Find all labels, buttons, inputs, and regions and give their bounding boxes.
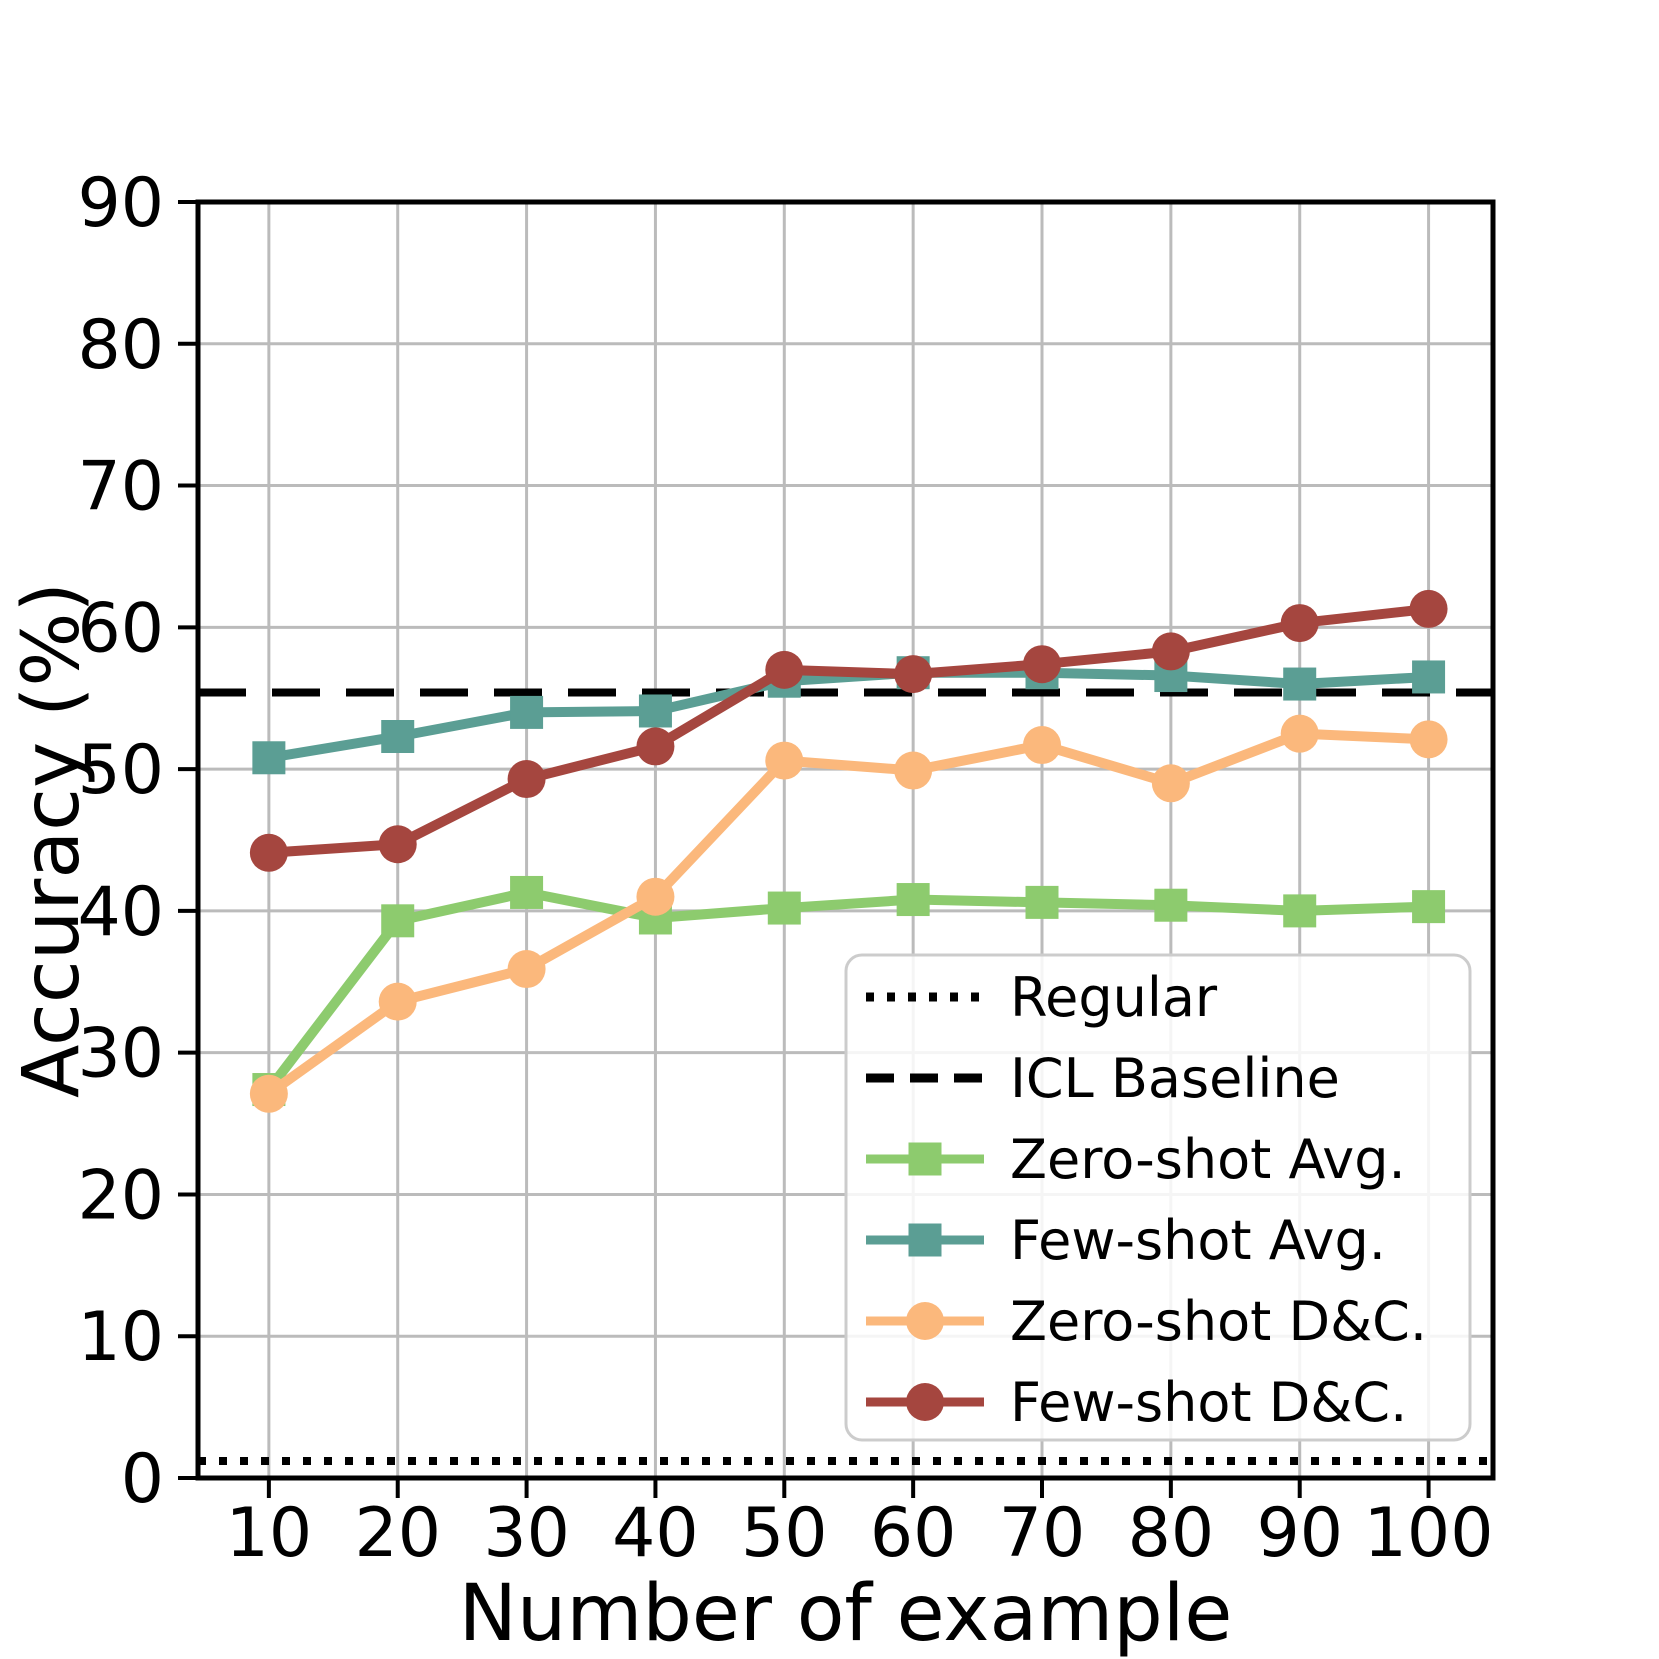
marker-zero-shot-d-c-60	[894, 751, 933, 790]
legend-marker-zero-shot-avg	[908, 1142, 942, 1176]
legend-marker-zero-shot-d-c	[906, 1302, 944, 1340]
marker-few-shot-d-c-50	[765, 650, 804, 689]
marker-zero-shot-avg-80	[1154, 888, 1188, 922]
x-tick-label-70: 70	[999, 1494, 1086, 1573]
marker-zero-shot-d-c-20	[378, 982, 417, 1021]
marker-few-shot-avg-30	[510, 695, 544, 729]
marker-few-shot-d-c-20	[378, 825, 417, 864]
series-few-shot-d-c	[249, 589, 1448, 872]
marker-zero-shot-d-c-50	[765, 741, 804, 780]
marker-few-shot-avg-100	[1412, 660, 1446, 694]
marker-few-shot-d-c-90	[1280, 604, 1319, 643]
x-tick-label-100: 100	[1364, 1494, 1494, 1573]
y-tick-label-0: 0	[121, 1440, 164, 1519]
y-tick-label-70: 70	[77, 448, 164, 527]
x-tick-label-10: 10	[226, 1494, 313, 1573]
data-series	[249, 589, 1448, 1113]
series-line-zero-shot-avg	[264, 887, 1429, 1093]
plot-frame	[195, 199, 1496, 1481]
marker-few-shot-avg-20	[381, 720, 415, 754]
series-line-few-shot-avg	[268, 667, 1429, 763]
y-tick-label-30: 30	[77, 1015, 164, 1094]
y-axis-label: Accuracy (%)	[7, 582, 97, 1098]
marker-zero-shot-d-c-100	[1409, 720, 1448, 759]
x-tick-label-20: 20	[354, 1494, 441, 1573]
series-line-few-shot-d-c	[268, 603, 1430, 858]
marker-few-shot-avg-90	[1283, 667, 1317, 701]
x-tick-label-80: 80	[1128, 1494, 1215, 1573]
legend-entry-few-shot-d-c: Few-shot D&C.	[866, 1371, 1407, 1434]
y-tick-label-50: 50	[77, 731, 164, 810]
marker-zero-shot-avg-100	[1412, 890, 1446, 924]
marker-few-shot-d-c-40	[636, 727, 675, 766]
y-tick-label-10: 10	[77, 1298, 164, 1377]
marker-zero-shot-d-c-10	[249, 1074, 288, 1113]
x-axis-label: Number of example	[459, 1569, 1233, 1659]
marker-zero-shot-avg-30	[510, 875, 544, 909]
marker-few-shot-d-c-70	[1023, 645, 1062, 684]
legend-box	[844, 953, 1472, 1442]
x-tick-label-50: 50	[741, 1494, 828, 1573]
legend-marker-few-shot-avg	[908, 1223, 942, 1257]
tick-labels: 10 20 30 40 50 60 70 80 90 100 0 10 20 30 40 50 60 70 80 90	[77, 164, 1493, 1573]
y-tick-label-40: 40	[77, 873, 164, 952]
y-tick-label-20: 20	[77, 1156, 164, 1235]
legend-entry-regular: Regular	[866, 966, 1218, 1029]
legend-label-regular: Regular	[1010, 966, 1218, 1029]
legend-marker-few-shot-d-c	[906, 1383, 944, 1421]
marker-zero-shot-avg-70	[1025, 885, 1059, 919]
legend-label-zero-shot-d-c: Zero-shot D&C.	[1010, 1290, 1427, 1353]
marker-zero-shot-avg-60	[896, 883, 930, 917]
tick-marks	[178, 200, 1431, 1498]
y-tick-label-90: 90	[77, 164, 164, 243]
legend-label-few-shot-d-c: Few-shot D&C.	[1010, 1371, 1407, 1434]
legend-entry-zero-shot-avg: Zero-shot Avg.	[866, 1128, 1406, 1191]
y-tick-label-80: 80	[77, 306, 164, 385]
marker-few-shot-d-c-80	[1151, 632, 1190, 671]
marker-zero-shot-avg-90	[1283, 894, 1317, 928]
marker-zero-shot-d-c-40	[636, 877, 675, 916]
reference-lines	[198, 688, 1493, 1465]
marker-zero-shot-d-c-70	[1023, 726, 1062, 765]
marker-few-shot-avg-40	[638, 694, 672, 728]
marker-few-shot-avg-10	[252, 741, 286, 775]
marker-few-shot-d-c-60	[894, 655, 933, 694]
series-zero-shot-d-c	[249, 714, 1448, 1113]
legend-entry-zero-shot-d-c: Zero-shot D&C.	[866, 1290, 1427, 1353]
marker-few-shot-d-c-10	[249, 833, 288, 872]
marker-zero-shot-d-c-80	[1151, 764, 1190, 803]
legend: Regular ICL Baseline Zero-shot Avg. Few-sho…	[844, 953, 1472, 1442]
legend-label-icl-baseline: ICL Baseline	[1010, 1047, 1340, 1110]
x-tick-label-60: 60	[870, 1494, 957, 1573]
y-tick-label-60: 60	[77, 589, 164, 668]
x-tick-label-30: 30	[483, 1494, 570, 1573]
marker-zero-shot-avg-20	[381, 904, 415, 938]
marker-few-shot-d-c-100	[1409, 589, 1448, 628]
x-tick-label-90: 90	[1256, 1494, 1343, 1573]
legend-label-few-shot-avg: Few-shot Avg.	[1010, 1209, 1386, 1272]
legend-entry-few-shot-avg: Few-shot Avg.	[866, 1209, 1386, 1272]
marker-few-shot-d-c-30	[507, 760, 546, 799]
legend-label-zero-shot-avg: Zero-shot Avg.	[1010, 1128, 1406, 1191]
marker-zero-shot-d-c-90	[1280, 714, 1319, 753]
x-tick-label-40: 40	[612, 1494, 699, 1573]
marker-zero-shot-avg-50	[767, 891, 801, 925]
series-line-zero-shot-d-c	[265, 728, 1429, 1098]
legend-entry-icl-baseline: ICL Baseline	[866, 1047, 1340, 1110]
marker-zero-shot-d-c-30	[507, 950, 546, 989]
